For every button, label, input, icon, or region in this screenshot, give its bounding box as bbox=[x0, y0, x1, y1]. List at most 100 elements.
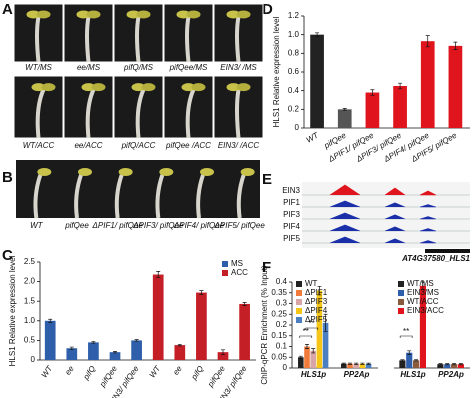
error-bar bbox=[425, 35, 430, 48]
seedling-cotyledon bbox=[41, 83, 56, 92]
error-bar bbox=[199, 290, 204, 295]
significance-label: ** bbox=[303, 327, 309, 336]
photo-label: WT/ACC bbox=[23, 141, 55, 150]
significance-bracket bbox=[399, 335, 413, 338]
legend-swatch bbox=[296, 317, 302, 323]
error-bar bbox=[323, 313, 328, 332]
panel-letter: E bbox=[262, 171, 272, 188]
seedling-stem bbox=[185, 16, 191, 63]
seedling-cotyledon bbox=[78, 168, 92, 176]
seedling-stem bbox=[235, 89, 241, 139]
bar bbox=[298, 357, 304, 368]
error-bar bbox=[134, 339, 139, 342]
error-bar bbox=[177, 343, 182, 347]
y-tick-label: 0.8 bbox=[288, 48, 300, 57]
x-tick-label: WT bbox=[148, 363, 163, 379]
seedling-cotyledon bbox=[176, 10, 191, 19]
photo-label: pifQee /ACC bbox=[165, 141, 211, 150]
legend-label: EIN3/MS bbox=[407, 288, 439, 297]
error-bar bbox=[317, 285, 322, 296]
seedling-cotyledon bbox=[91, 83, 106, 92]
error-bar bbox=[458, 363, 463, 366]
significance-label: ** bbox=[403, 327, 409, 336]
seedling-stem bbox=[185, 88, 196, 139]
error-bar bbox=[242, 302, 247, 306]
bar bbox=[66, 348, 78, 360]
error-bar bbox=[420, 281, 425, 290]
photo-label: ΔPIF3/ pifQee bbox=[132, 221, 184, 230]
legend-label: ΔPIF4 bbox=[305, 306, 328, 315]
photo-label: pifQ/ACC bbox=[121, 141, 156, 150]
seedling-cotyledon bbox=[186, 10, 201, 19]
photo-label: ee/MS bbox=[77, 63, 101, 72]
photo-label: EIN3/ /MS bbox=[220, 63, 257, 72]
seedling-cotyledon bbox=[200, 168, 214, 176]
significance-bracket bbox=[299, 335, 313, 338]
legend-swatch bbox=[398, 308, 404, 314]
gene-model bbox=[425, 249, 470, 253]
y-tick-label: 0.4 bbox=[276, 277, 288, 286]
bar bbox=[393, 86, 407, 128]
x-tick-label: ee bbox=[63, 364, 76, 377]
bar bbox=[420, 41, 435, 129]
error-bar bbox=[311, 348, 316, 354]
error-bar bbox=[48, 318, 53, 323]
photo bbox=[16, 160, 260, 218]
legend-swatch bbox=[296, 281, 302, 287]
seedling-stem bbox=[135, 88, 146, 139]
bar bbox=[451, 364, 458, 368]
legend-label: ΔPIF3 bbox=[305, 297, 328, 306]
seedling-stem bbox=[235, 16, 241, 63]
bar bbox=[365, 363, 372, 368]
panel-letter: F bbox=[262, 259, 271, 276]
seedling-cotyledon bbox=[81, 83, 96, 92]
y-tick-label: 0 bbox=[283, 363, 288, 372]
x-tick-label: pifQ bbox=[81, 364, 97, 382]
error-bar bbox=[366, 362, 371, 365]
bar bbox=[406, 352, 413, 368]
x-tick-label: WT bbox=[40, 363, 55, 379]
error-bar bbox=[398, 82, 403, 90]
track-label: PIF4 bbox=[283, 222, 300, 231]
error-bar bbox=[304, 344, 309, 349]
x-tick-label: PP2Ap bbox=[438, 370, 464, 379]
y-tick-label: 2.5 bbox=[24, 257, 36, 266]
seedling-cotyledon bbox=[226, 10, 241, 19]
track-label: EIN3 bbox=[282, 186, 300, 195]
y-tick-label: 1.0 bbox=[24, 316, 36, 325]
x-tick-label: pifQee bbox=[205, 364, 227, 390]
seedling-stem bbox=[35, 88, 46, 139]
significance-bracket bbox=[305, 327, 319, 330]
seedling-cotyledon bbox=[76, 10, 91, 19]
x-tick-label: ee bbox=[171, 364, 184, 377]
photo-label: pifQee bbox=[64, 221, 89, 230]
seedling-stem bbox=[74, 174, 83, 219]
seedling-cotyledon bbox=[136, 10, 151, 19]
photo-label: pifQ/MS bbox=[123, 63, 154, 72]
seedling-cotyledon bbox=[236, 10, 251, 19]
bar bbox=[413, 360, 420, 368]
seedling-stem bbox=[135, 16, 141, 63]
legend-swatch bbox=[296, 299, 302, 305]
photo-label: pifQee/MS bbox=[169, 63, 208, 72]
bar bbox=[448, 45, 463, 128]
error-bar bbox=[452, 363, 457, 366]
seedling-stem bbox=[85, 88, 96, 139]
seedling-cotyledon bbox=[118, 168, 133, 176]
bar bbox=[310, 350, 316, 368]
bar bbox=[419, 285, 426, 368]
error-bar bbox=[354, 362, 359, 365]
bar bbox=[304, 346, 310, 368]
seedling-cotyledon bbox=[181, 83, 196, 92]
bar bbox=[341, 363, 347, 368]
seedling-cotyledon bbox=[191, 83, 206, 92]
seedling-cotyledon bbox=[37, 168, 52, 176]
error-bar bbox=[414, 359, 419, 362]
y-tick-label: 1.5 bbox=[24, 296, 36, 305]
error-bar bbox=[341, 362, 346, 365]
seedling-stem bbox=[35, 16, 41, 63]
bar bbox=[88, 342, 99, 360]
y-axis-label: ChIP-qPCR Enrichment (% Input) bbox=[260, 265, 269, 384]
bar bbox=[217, 352, 229, 360]
error-bar bbox=[113, 351, 118, 354]
